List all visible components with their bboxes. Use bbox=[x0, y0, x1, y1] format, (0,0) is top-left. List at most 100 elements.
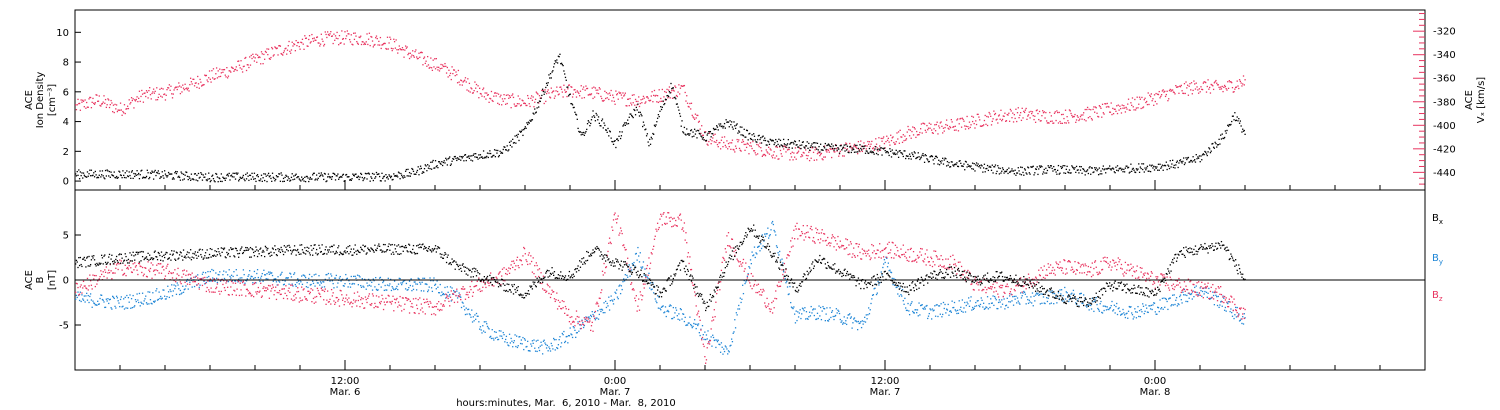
by-data-point bbox=[601, 308, 603, 310]
speed-data-point bbox=[661, 88, 663, 91]
density-data-point bbox=[1023, 168, 1026, 170]
speed-data-point bbox=[218, 76, 220, 78]
density-data-point bbox=[963, 163, 965, 165]
density-data-point bbox=[380, 180, 382, 182]
density-data-point bbox=[1162, 169, 1164, 171]
speed-data-point bbox=[917, 133, 919, 136]
speed-data-point bbox=[85, 107, 87, 109]
density-data-point bbox=[645, 128, 647, 130]
density-data-point bbox=[333, 172, 335, 175]
speed-data-point bbox=[365, 41, 367, 43]
density-data-point bbox=[201, 173, 203, 175]
density-data-point bbox=[598, 122, 600, 124]
by-data-point bbox=[490, 335, 492, 338]
speed-data-point bbox=[671, 89, 673, 92]
density-data-point bbox=[134, 173, 137, 175]
speed-data-point bbox=[189, 77, 192, 79]
speed-data-point bbox=[731, 139, 734, 141]
density-data-point bbox=[839, 145, 841, 147]
density-data-point bbox=[204, 176, 206, 178]
density-data-point bbox=[664, 102, 666, 105]
by-data-point bbox=[249, 270, 251, 272]
density-data-point bbox=[100, 176, 102, 178]
density-data-point bbox=[482, 157, 484, 159]
density-data-point bbox=[375, 176, 377, 178]
density-data-point bbox=[864, 152, 867, 154]
speed-data-point bbox=[612, 94, 614, 96]
by-data-point bbox=[516, 335, 518, 337]
speed-data-point bbox=[1083, 119, 1086, 121]
density-data-point bbox=[491, 156, 493, 158]
density-data-point bbox=[786, 144, 788, 146]
density-data-point bbox=[252, 176, 254, 178]
by-data-point bbox=[1222, 295, 1224, 297]
density-data-point bbox=[854, 144, 856, 147]
density-data-point bbox=[591, 116, 593, 118]
speed-data-point bbox=[793, 156, 796, 158]
density-data-point bbox=[1120, 169, 1123, 171]
density-data-point bbox=[762, 135, 764, 137]
density-data-point bbox=[1034, 168, 1037, 170]
density-data-point bbox=[244, 179, 246, 182]
density-data-point bbox=[450, 163, 452, 165]
by-data-point bbox=[1188, 297, 1190, 299]
density-data-point bbox=[601, 118, 604, 120]
by-data-point bbox=[479, 326, 482, 328]
speed-data-point bbox=[889, 144, 891, 146]
bz-data-point bbox=[100, 270, 102, 272]
speed-data-point bbox=[779, 146, 781, 148]
density-data-point bbox=[1085, 170, 1087, 173]
by-data-point bbox=[812, 309, 814, 311]
speed-data-point bbox=[552, 90, 554, 93]
speed-data-point bbox=[98, 95, 100, 97]
density-data-point bbox=[1200, 155, 1202, 157]
density-data-point bbox=[403, 175, 405, 177]
speed-data-point bbox=[1076, 115, 1078, 117]
density-data-point bbox=[872, 151, 875, 154]
by-data-point bbox=[815, 318, 817, 321]
by-data-point bbox=[862, 323, 864, 325]
bz-data-point bbox=[257, 286, 259, 289]
speed-data-point bbox=[853, 145, 855, 147]
density-data-point bbox=[1157, 169, 1159, 171]
density-data-point bbox=[239, 176, 241, 178]
speed-data-point bbox=[994, 113, 996, 116]
by-data-point bbox=[1106, 306, 1108, 308]
bz-data-point bbox=[175, 277, 178, 279]
density-data-point bbox=[901, 152, 903, 154]
speed-data-point bbox=[279, 45, 282, 47]
density-data-point bbox=[1120, 167, 1122, 169]
speed-data-point bbox=[570, 86, 572, 88]
density-data-point bbox=[463, 160, 465, 162]
by-data-point bbox=[308, 273, 311, 276]
by-data-point bbox=[908, 313, 911, 316]
by-data-point bbox=[345, 278, 348, 280]
bz-data-point bbox=[232, 282, 234, 284]
density-data-point bbox=[374, 177, 376, 179]
speed-data-point bbox=[145, 95, 147, 98]
speed-data-point bbox=[289, 52, 292, 54]
speed-data-point bbox=[1074, 113, 1076, 116]
density-data-point bbox=[268, 176, 271, 178]
by-data-point bbox=[399, 277, 401, 280]
by-data-point bbox=[1003, 298, 1005, 300]
density-data-point bbox=[140, 170, 142, 172]
density-data-point bbox=[436, 165, 438, 167]
by-data-point bbox=[449, 286, 452, 288]
density-data-point bbox=[769, 138, 771, 141]
density-data-point bbox=[208, 178, 211, 180]
bz-data-point bbox=[167, 272, 170, 275]
speed-data-point bbox=[1227, 81, 1229, 83]
speed-data-point bbox=[961, 117, 964, 119]
by-data-point bbox=[335, 274, 337, 277]
speed-data-point bbox=[1238, 79, 1241, 81]
speed-data-point bbox=[478, 87, 481, 89]
by-data-point bbox=[119, 298, 122, 301]
by-data-point bbox=[830, 316, 832, 319]
density-data-point bbox=[135, 174, 137, 176]
speed-data-point bbox=[115, 108, 117, 110]
by-data-point bbox=[963, 307, 965, 309]
by-data-point bbox=[793, 313, 796, 315]
by-data-point bbox=[349, 286, 352, 288]
speed-data-point bbox=[143, 92, 145, 94]
